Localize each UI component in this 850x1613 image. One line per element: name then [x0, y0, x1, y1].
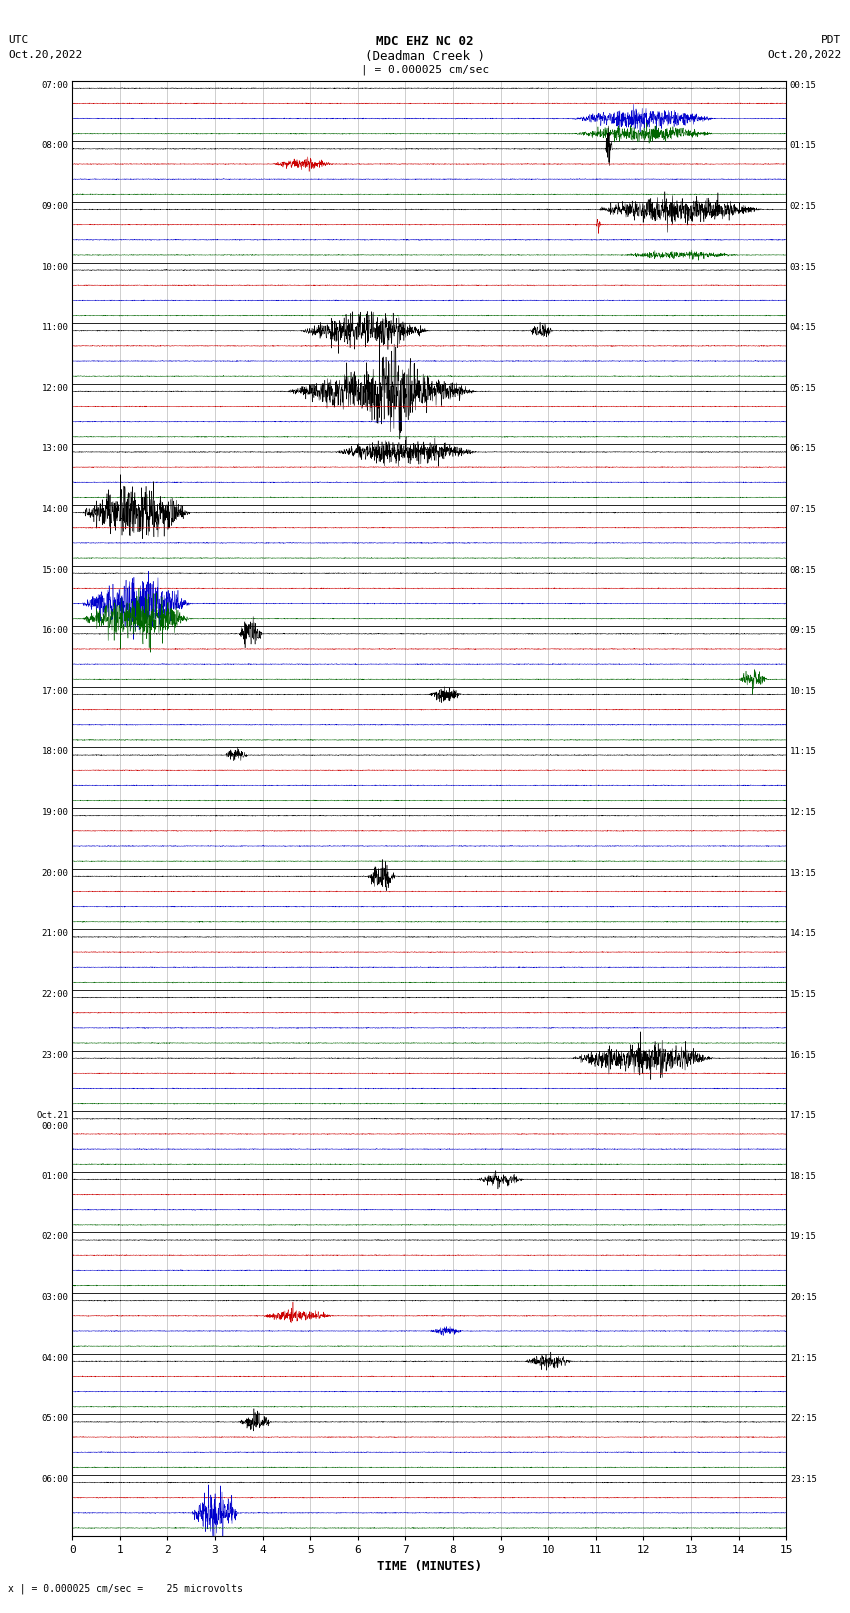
Text: 04:15: 04:15 [790, 323, 817, 332]
Text: 03:15: 03:15 [790, 263, 817, 271]
Text: 21:00: 21:00 [42, 929, 69, 939]
Text: 06:00: 06:00 [42, 1474, 69, 1484]
Text: 20:00: 20:00 [42, 869, 69, 877]
Text: 13:00: 13:00 [42, 444, 69, 453]
Text: 17:15: 17:15 [790, 1111, 817, 1119]
Text: 22:15: 22:15 [790, 1415, 817, 1423]
Text: 02:00: 02:00 [42, 1232, 69, 1242]
Text: 15:00: 15:00 [42, 566, 69, 574]
Text: PDT: PDT [821, 35, 842, 45]
Text: 02:15: 02:15 [790, 202, 817, 211]
Text: Oct.21
00:00: Oct.21 00:00 [37, 1111, 69, 1131]
Text: 12:15: 12:15 [790, 808, 817, 818]
Text: 23:15: 23:15 [790, 1474, 817, 1484]
X-axis label: TIME (MINUTES): TIME (MINUTES) [377, 1560, 482, 1573]
Text: 14:00: 14:00 [42, 505, 69, 515]
Text: 09:00: 09:00 [42, 202, 69, 211]
Text: 19:00: 19:00 [42, 808, 69, 818]
Text: 13:15: 13:15 [790, 869, 817, 877]
Text: 18:15: 18:15 [790, 1171, 817, 1181]
Text: 23:00: 23:00 [42, 1050, 69, 1060]
Text: 15:15: 15:15 [790, 990, 817, 998]
Text: Oct.20,2022: Oct.20,2022 [768, 50, 842, 60]
Text: 08:15: 08:15 [790, 566, 817, 574]
Text: 01:15: 01:15 [790, 142, 817, 150]
Text: 11:00: 11:00 [42, 323, 69, 332]
Text: 16:00: 16:00 [42, 626, 69, 636]
Text: 01:00: 01:00 [42, 1171, 69, 1181]
Text: 16:15: 16:15 [790, 1050, 817, 1060]
Text: 18:00: 18:00 [42, 747, 69, 756]
Text: 06:15: 06:15 [790, 444, 817, 453]
Text: 22:00: 22:00 [42, 990, 69, 998]
Text: 07:15: 07:15 [790, 505, 817, 515]
Text: 21:15: 21:15 [790, 1353, 817, 1363]
Text: x | = 0.000025 cm/sec =    25 microvolts: x | = 0.000025 cm/sec = 25 microvolts [8, 1582, 243, 1594]
Text: UTC: UTC [8, 35, 29, 45]
Text: 04:00: 04:00 [42, 1353, 69, 1363]
Text: 00:15: 00:15 [790, 81, 817, 90]
Text: 19:15: 19:15 [790, 1232, 817, 1242]
Text: 12:00: 12:00 [42, 384, 69, 392]
Text: 07:00: 07:00 [42, 81, 69, 90]
Text: 10:15: 10:15 [790, 687, 817, 695]
Text: 14:15: 14:15 [790, 929, 817, 939]
Text: 08:00: 08:00 [42, 142, 69, 150]
Text: 09:15: 09:15 [790, 626, 817, 636]
Text: 05:15: 05:15 [790, 384, 817, 392]
Text: 05:00: 05:00 [42, 1415, 69, 1423]
Text: Oct.20,2022: Oct.20,2022 [8, 50, 82, 60]
Text: MDC EHZ NC 02: MDC EHZ NC 02 [377, 35, 473, 48]
Text: 20:15: 20:15 [790, 1294, 817, 1302]
Text: (Deadman Creek ): (Deadman Creek ) [365, 50, 485, 63]
Text: 17:00: 17:00 [42, 687, 69, 695]
Text: 11:15: 11:15 [790, 747, 817, 756]
Text: 03:00: 03:00 [42, 1294, 69, 1302]
Text: | = 0.000025 cm/sec: | = 0.000025 cm/sec [361, 65, 489, 76]
Text: 10:00: 10:00 [42, 263, 69, 271]
